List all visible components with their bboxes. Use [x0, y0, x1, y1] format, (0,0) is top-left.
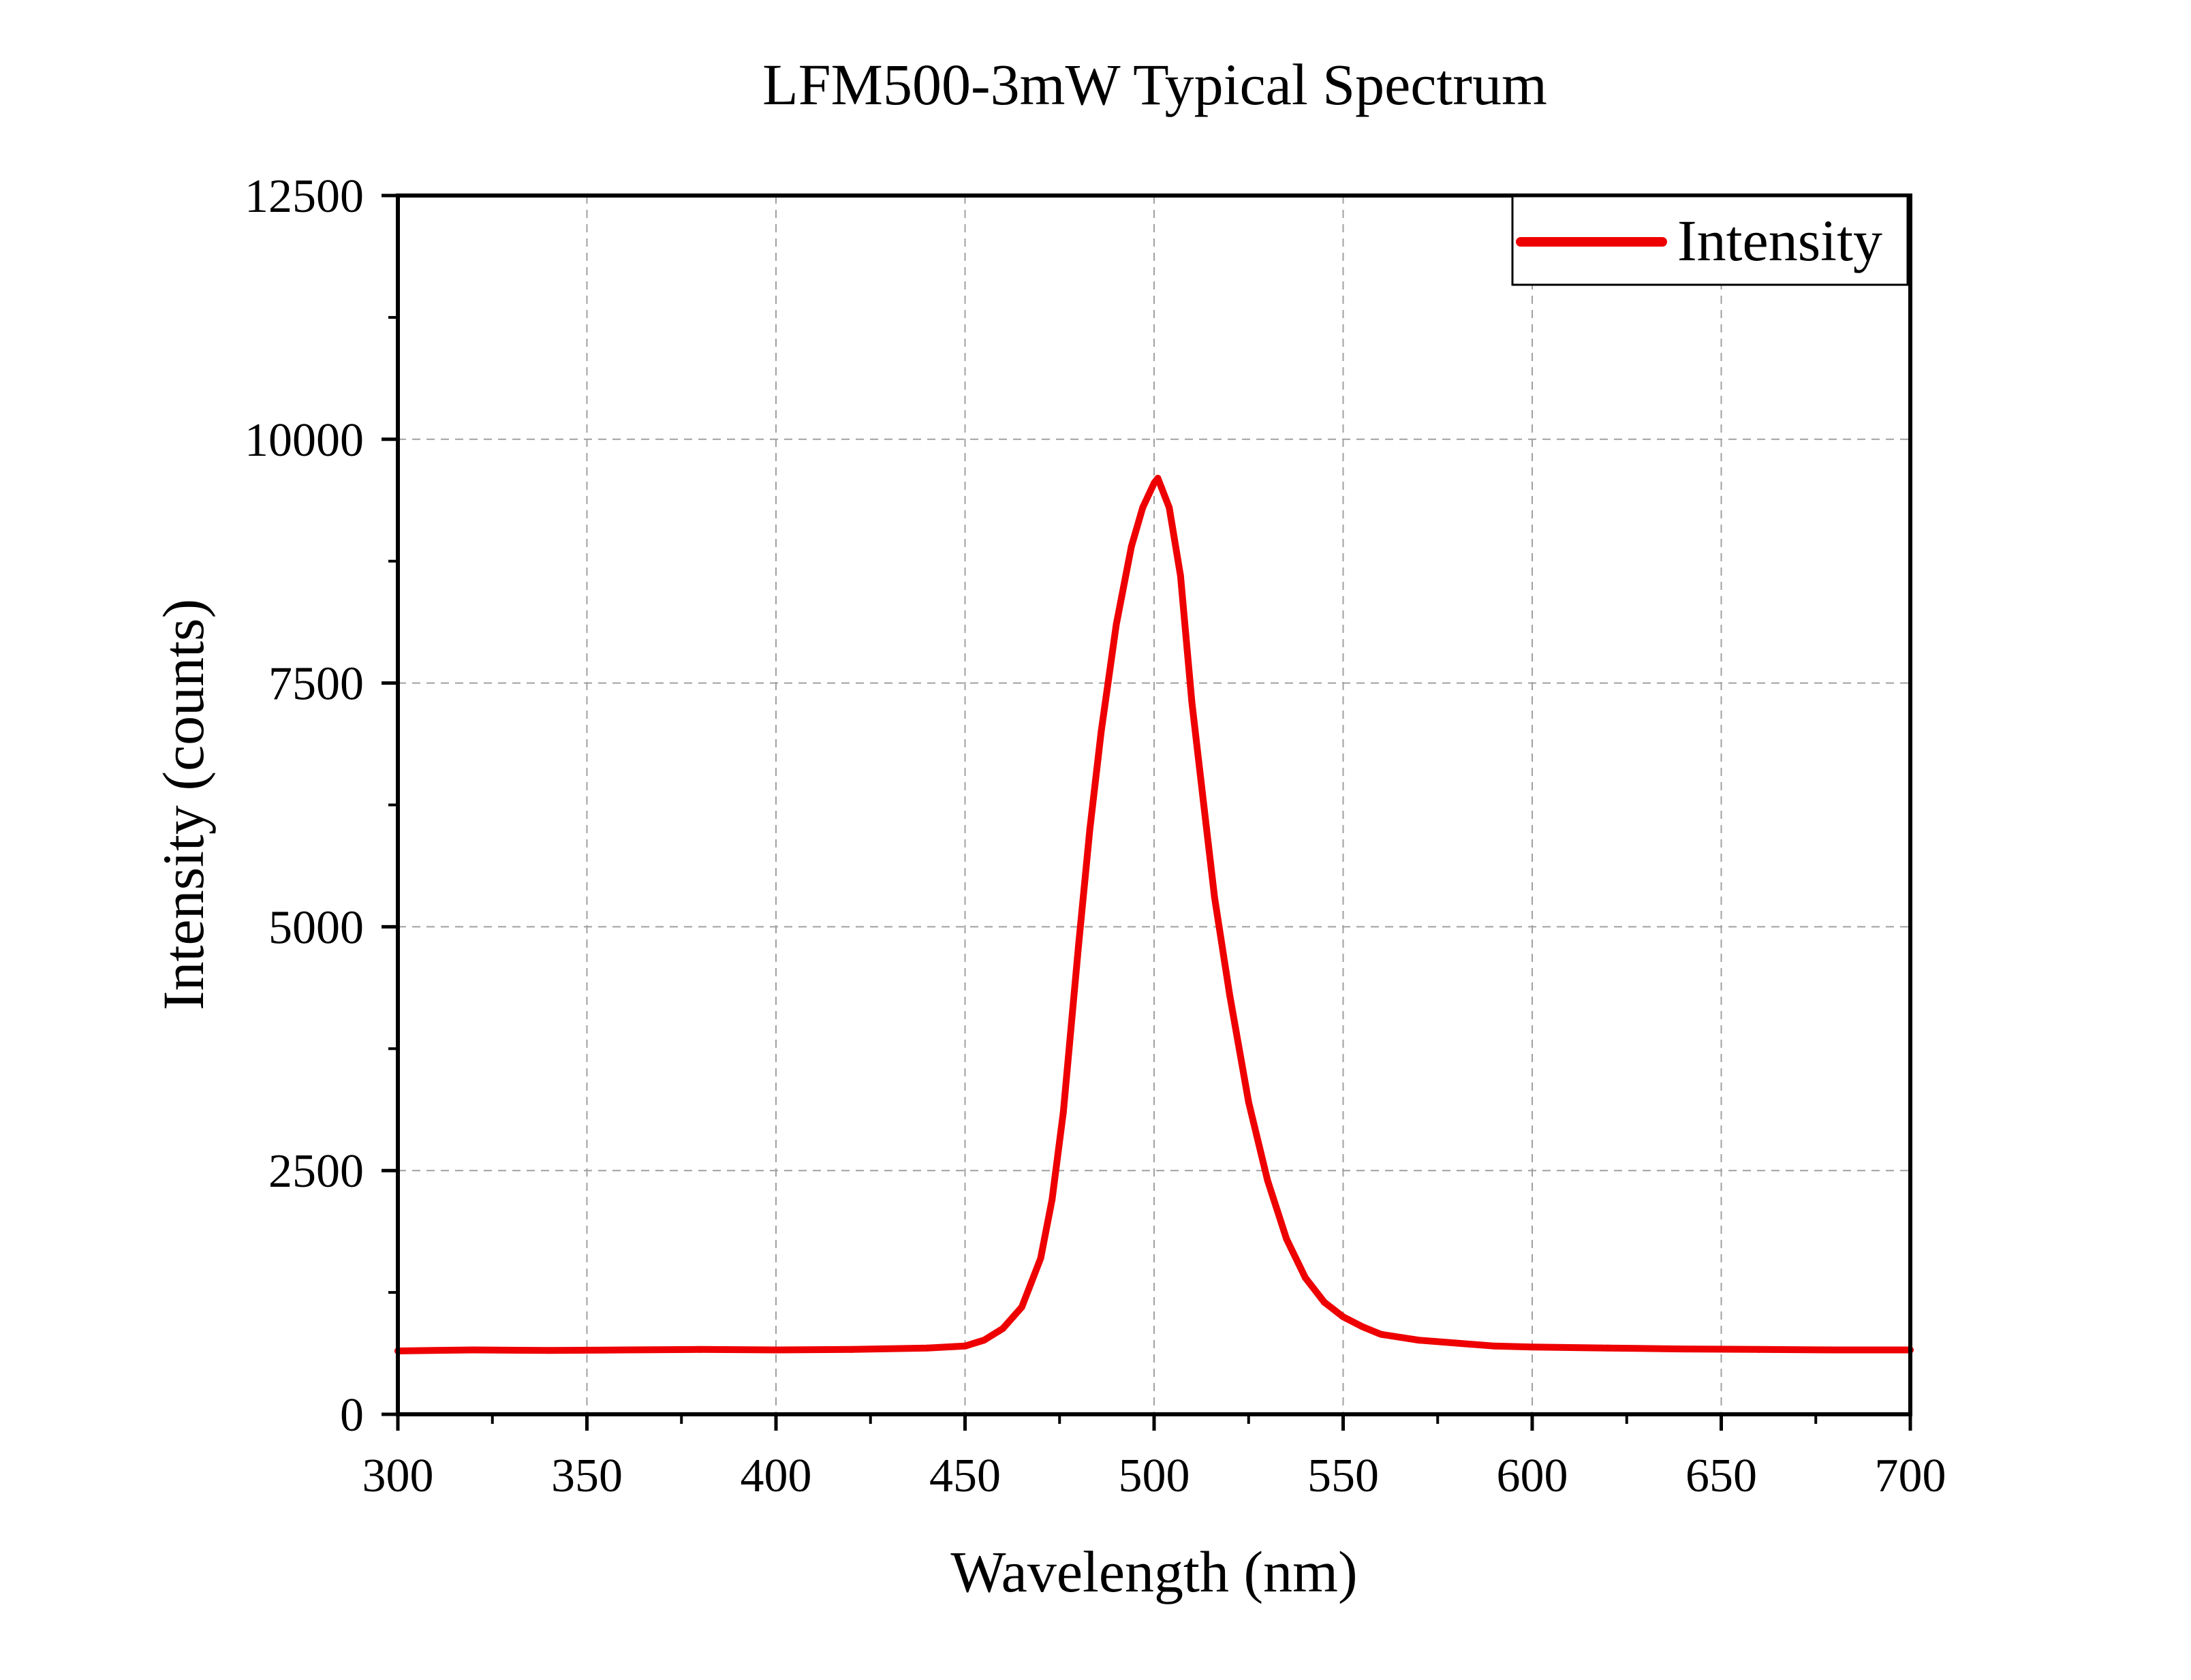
data-point	[1048, 1196, 1056, 1204]
data-point	[1128, 543, 1135, 550]
data-point	[980, 1337, 988, 1344]
data-point	[1154, 475, 1162, 482]
data-point	[773, 1346, 779, 1354]
data-point	[1302, 1274, 1309, 1281]
data-point	[1245, 1099, 1252, 1106]
data-point	[1059, 1108, 1067, 1116]
data-point	[1339, 1313, 1347, 1320]
grid-lines	[398, 196, 1910, 1414]
data-point	[1166, 503, 1173, 511]
data-point	[1200, 796, 1207, 804]
x-tick-label-650: 650	[1685, 1450, 1757, 1502]
data-point	[1075, 943, 1082, 950]
y-axis-label: Intensity (counts)	[151, 599, 216, 1010]
data-point	[1177, 572, 1184, 580]
data-point	[1086, 826, 1093, 833]
series-layer	[394, 475, 1914, 1354]
y-tick-label-0: 0	[340, 1389, 364, 1442]
data-point	[1491, 1342, 1498, 1350]
legend: Intensity	[1511, 195, 1909, 286]
x-tick-label-600: 600	[1497, 1450, 1568, 1502]
data-point	[1358, 1323, 1366, 1331]
data-point	[546, 1347, 553, 1354]
y-tick-labels: 0 2500 5000 7500 10000 12500	[245, 170, 364, 1442]
data-point	[1604, 1344, 1611, 1352]
x-tick-label-400: 400	[741, 1450, 812, 1502]
y-tick-label-5000: 5000	[268, 901, 364, 954]
x-axis-label: Wavelength (nm)	[950, 1539, 1357, 1604]
y-tick-label-7500: 7500	[268, 658, 364, 711]
x-tick-label-350: 350	[551, 1450, 623, 1502]
y-tick-label-2500: 2500	[268, 1145, 364, 1198]
data-point	[1264, 1177, 1271, 1184]
data-point	[1529, 1343, 1536, 1351]
data-point	[961, 1342, 969, 1350]
data-point	[848, 1345, 855, 1353]
data-point	[1139, 503, 1147, 511]
data-point	[1378, 1331, 1384, 1338]
data-point	[1037, 1255, 1044, 1262]
data-point	[621, 1346, 628, 1354]
data-point	[1188, 699, 1196, 706]
data-point	[1158, 484, 1166, 492]
y-tick-label-10000: 10000	[245, 414, 364, 467]
y-tick-label-12500: 12500	[245, 170, 364, 223]
data-point	[924, 1344, 931, 1352]
data-point	[697, 1345, 704, 1353]
data-point	[1831, 1346, 1838, 1354]
data-point	[999, 1325, 1006, 1333]
x-tick-label-450: 450	[929, 1450, 1001, 1502]
x-tick-label-500: 500	[1119, 1450, 1190, 1502]
data-point	[1283, 1235, 1290, 1243]
x-tick-label-550: 550	[1307, 1450, 1379, 1502]
legend-label: Intensity	[1677, 208, 1882, 273]
data-point	[1211, 894, 1218, 901]
data-point	[1756, 1345, 1762, 1353]
data-point	[1415, 1337, 1423, 1344]
data-point	[1320, 1298, 1328, 1306]
data-point	[1018, 1303, 1025, 1311]
x-tick-labels: 300 350 400 450 500 550 600 650 700	[362, 1450, 1946, 1502]
x-tick-label-300: 300	[362, 1450, 434, 1502]
data-point	[1113, 621, 1120, 628]
data-point	[1453, 1339, 1460, 1347]
tick-marks	[382, 193, 1912, 1431]
x-tick-label-700: 700	[1875, 1450, 1946, 1502]
chart-title: LFM500-3mW Typical Spectrum	[762, 52, 1547, 117]
data-point	[1098, 728, 1105, 736]
data-point	[470, 1346, 477, 1354]
data-point	[1151, 480, 1157, 487]
data-point	[1226, 991, 1233, 999]
data-point	[1680, 1345, 1687, 1353]
